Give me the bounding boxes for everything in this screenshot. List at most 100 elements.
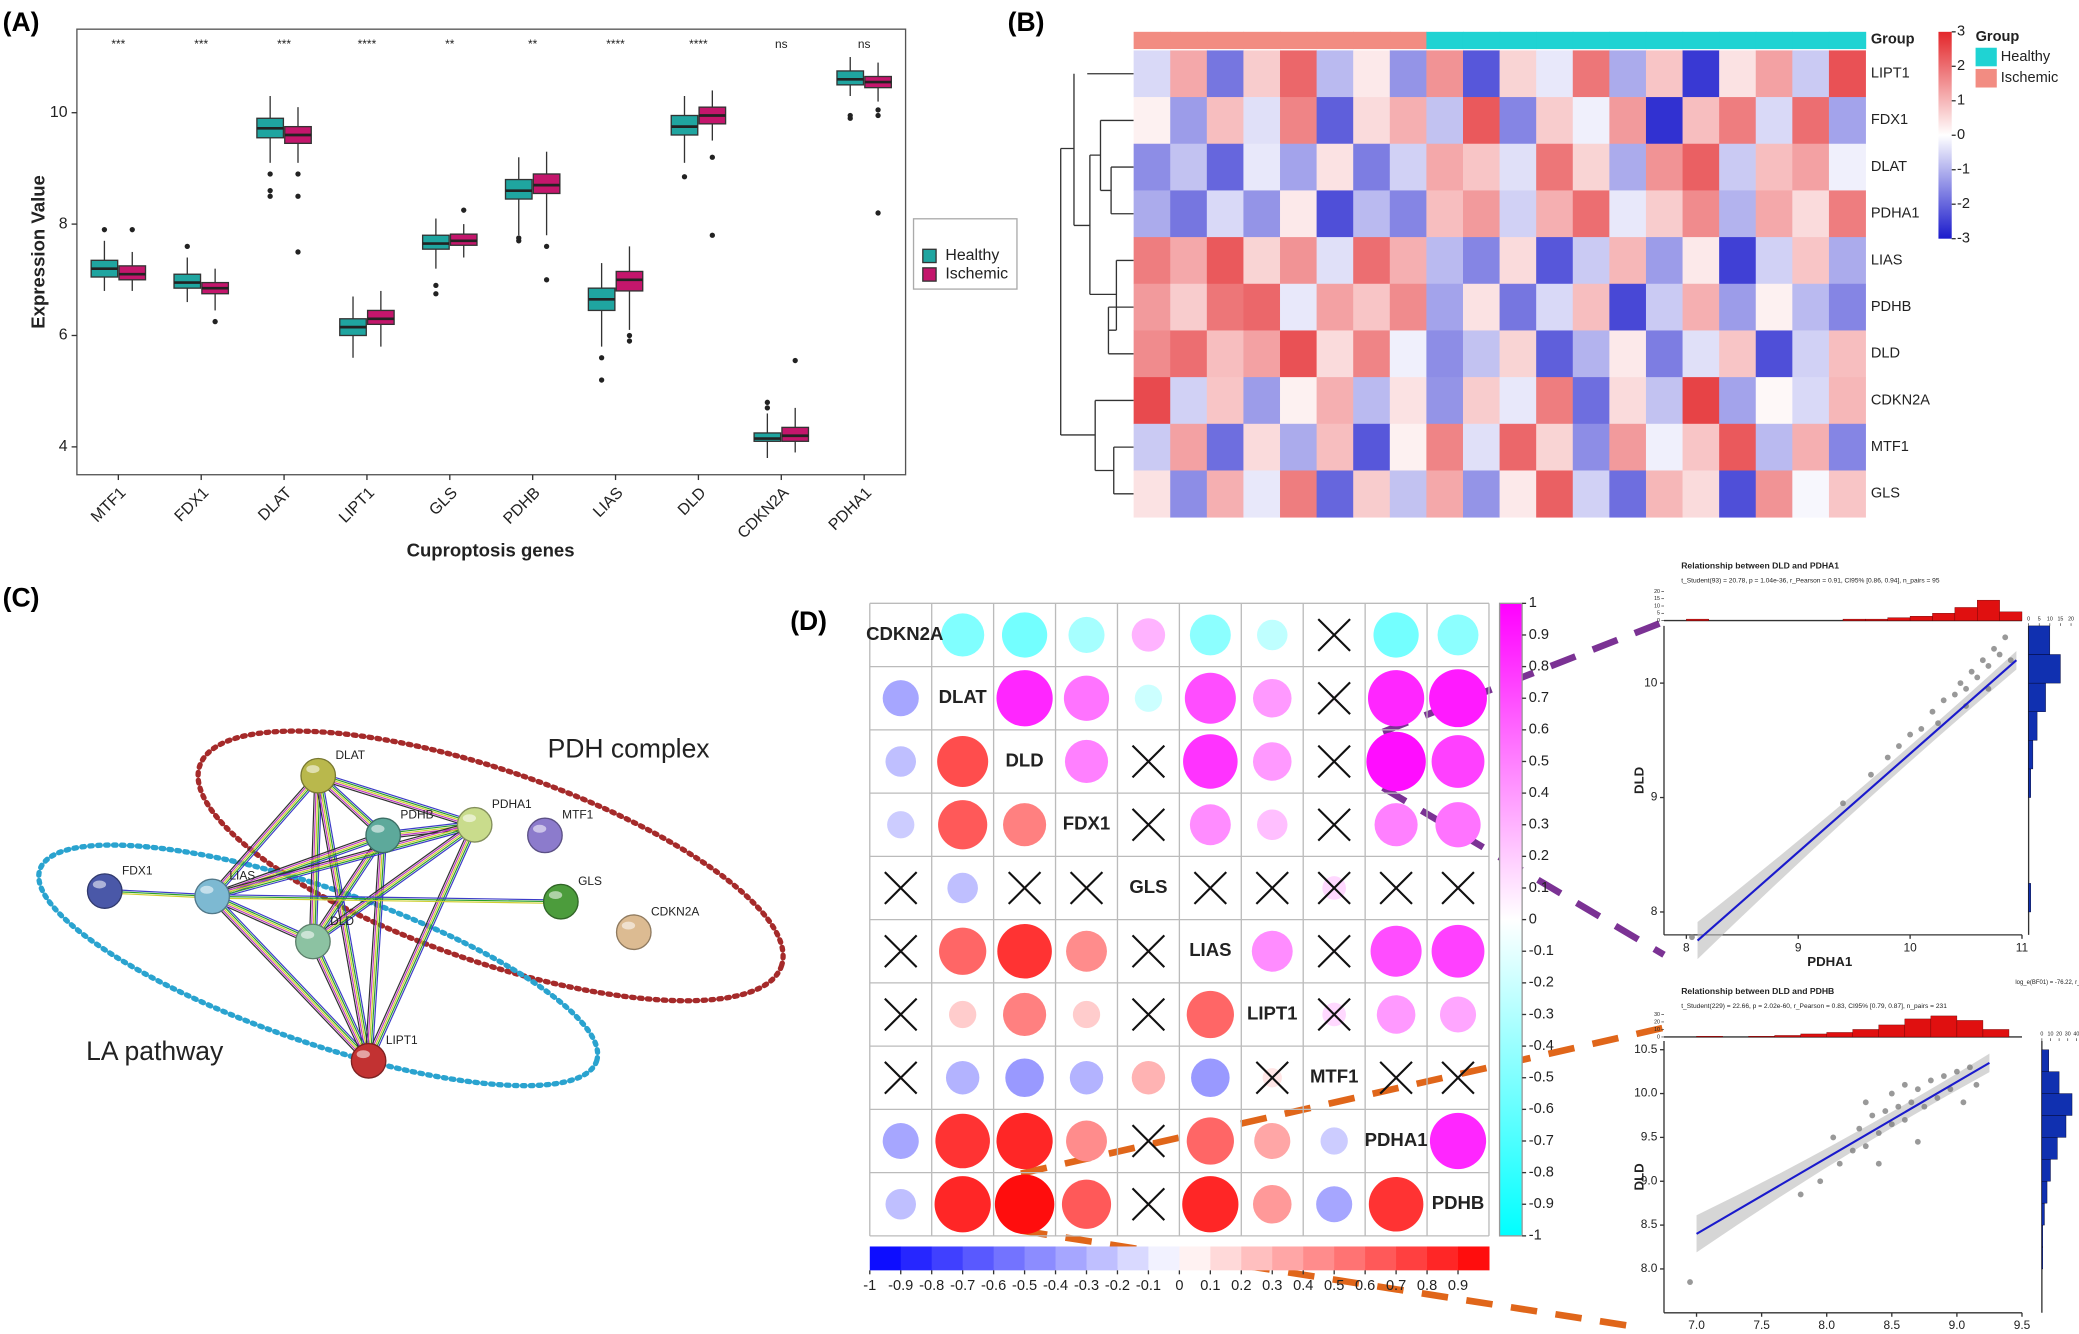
heat-cell (1609, 377, 1647, 425)
outlier (626, 332, 633, 339)
edge (212, 894, 371, 1061)
heat-cell (1243, 377, 1281, 425)
heat-cell (1572, 330, 1610, 378)
x-tick-label: 9.5 (2014, 1318, 2031, 1332)
colorbar-label: -0.1 (1136, 1278, 1161, 1294)
corr-circle (1431, 924, 1485, 978)
outlier (875, 112, 881, 119)
insignificant-cross (884, 871, 918, 905)
edge (212, 827, 476, 901)
outlier (295, 249, 301, 255)
heat-cell (1170, 470, 1208, 518)
colorbar-label: 0.4 (1293, 1278, 1313, 1294)
heat-cell (1206, 143, 1244, 191)
colorbar-label: -0.9 (1529, 1196, 1554, 1212)
colorbar-label: 0.9 (1448, 1278, 1468, 1294)
hist-tick-label: 10 (2048, 1032, 2054, 1038)
hist-tick-label: 20 (1654, 1019, 1660, 1025)
heat-cell (1609, 50, 1647, 98)
heat-cell (1170, 330, 1208, 378)
hist-bar (2028, 682, 2046, 712)
colorbar-label: 0.3 (1262, 1278, 1282, 1294)
corr-circle (949, 1000, 977, 1029)
y-tick-label: 8.0 (1641, 1261, 1658, 1275)
edge (214, 893, 372, 1059)
x-tick-label: 8.0 (1818, 1318, 1835, 1332)
hist-tick-label: 0 (1657, 1034, 1660, 1040)
edge (315, 939, 373, 1060)
edge (211, 895, 370, 1062)
x-tick-label: PDHA1 (826, 484, 876, 534)
outlier (847, 115, 853, 121)
corr-circle (1061, 1179, 1112, 1229)
node (365, 817, 402, 854)
heat-cell (1426, 143, 1464, 191)
hist-tick-label: 40 (2073, 1032, 2079, 1038)
row-label: CDKN2A (1871, 392, 1930, 408)
heat-cell (1206, 470, 1244, 518)
heat-cell (1572, 237, 1610, 285)
colorbar-label: -0.5 (1529, 1070, 1554, 1086)
y-tick-label: 8 (1651, 904, 1658, 918)
hist-bar (1878, 1024, 1906, 1038)
colorbar-block (900, 1246, 933, 1271)
colorbar-block (1458, 1246, 1490, 1271)
hist-bar (1800, 1033, 1827, 1038)
edge (312, 775, 319, 942)
insignificant-cross (1441, 1061, 1475, 1095)
x-axis-title: Cuproptosis genes (407, 540, 575, 561)
node-highlight (371, 824, 385, 833)
corr-circle (939, 927, 987, 975)
variable-label: PDHB (1432, 1192, 1485, 1213)
box (118, 265, 147, 281)
heat-cell (1133, 377, 1171, 425)
point (1951, 691, 1958, 698)
corr-circle (1131, 618, 1166, 652)
edge (211, 775, 319, 897)
hist-bar (1865, 618, 1888, 621)
hist-tick-label: 0 (1657, 618, 1660, 624)
heat-cell (1792, 283, 1830, 331)
hist-tick-label: 5 (2038, 617, 2041, 623)
heat-cell (1426, 470, 1464, 518)
hist-bar (2041, 1202, 2045, 1226)
node (456, 806, 493, 843)
heat-cell (1572, 97, 1610, 145)
heat-cell (1133, 330, 1171, 378)
heat-cell (1316, 423, 1354, 471)
insignificant-cross (884, 997, 918, 1032)
corr-circle (1429, 669, 1487, 728)
heat-cell (1828, 330, 1866, 378)
heat-cell (1719, 50, 1757, 98)
corr-circle (1064, 739, 1109, 784)
hist-tick-label: 5 (1657, 611, 1660, 617)
heat-cell (1719, 470, 1757, 518)
panel-label: (C) (3, 582, 40, 612)
edge (309, 942, 367, 1063)
heat-cell (1353, 283, 1391, 331)
point (1896, 743, 1902, 749)
y-tick-label: 9.5 (1641, 1130, 1658, 1144)
heat-cell (1462, 190, 1500, 238)
box (670, 114, 699, 136)
heat-cell (1499, 190, 1537, 238)
heat-cell (1133, 50, 1171, 98)
edge (317, 775, 370, 1061)
heat-cell (1536, 190, 1574, 238)
heat-cell (1243, 190, 1281, 238)
point (1901, 1081, 1908, 1088)
edge (318, 773, 476, 824)
point (1869, 1112, 1876, 1119)
point (1974, 674, 1981, 681)
variable-label: DLAT (939, 686, 988, 707)
row-label: GLS (1871, 486, 1900, 502)
heat-cell (1719, 377, 1757, 425)
colorbar-block (1179, 1246, 1211, 1271)
colorbar-label: 2 (1957, 58, 1965, 74)
hist-tick-label: 0 (2027, 617, 2030, 623)
variable-label: LIPT1 (1247, 1002, 1297, 1023)
corr-circle (1366, 731, 1426, 792)
heat-cell (1645, 143, 1683, 191)
heat-cell (1682, 237, 1720, 285)
heat-cell (1682, 423, 1720, 471)
